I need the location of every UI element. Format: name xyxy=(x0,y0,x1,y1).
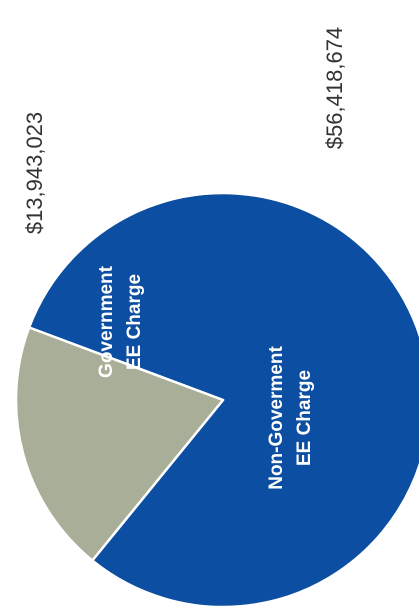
value-label-government: $13,943,023 xyxy=(22,112,47,234)
slice-label-non-government-line1: Non-Goverment xyxy=(266,346,287,490)
slice-label-government-line2: EE Charge xyxy=(124,274,145,370)
value-label-non-government: $56,418,674 xyxy=(322,27,347,149)
slice-label-non-government-line2: EE Charge xyxy=(294,370,315,466)
pie-slice-government xyxy=(14,326,225,562)
slice-label-government-line1: Government xyxy=(96,265,117,378)
